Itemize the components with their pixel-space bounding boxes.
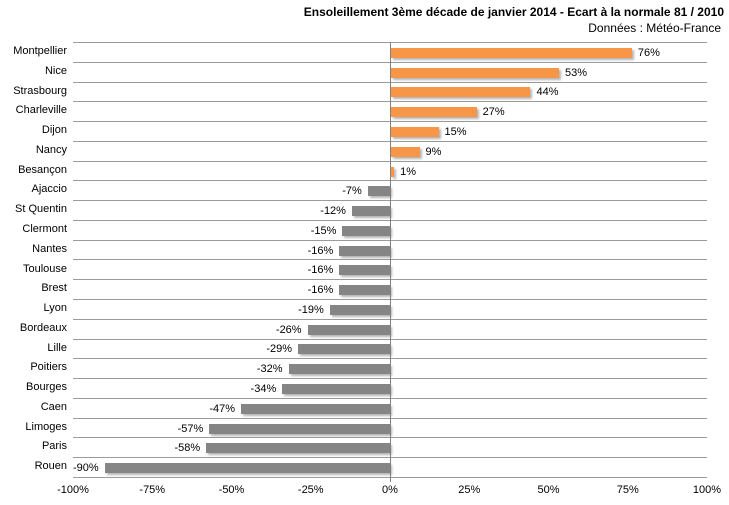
x-axis-tick-label: 0% xyxy=(382,484,398,496)
bar-montpellier xyxy=(391,47,632,58)
value-label: -16% xyxy=(307,244,334,257)
category-label: Ajaccio xyxy=(31,183,67,196)
bar-lille xyxy=(298,344,390,355)
bar-nantes xyxy=(339,245,390,256)
value-label: -16% xyxy=(307,284,334,297)
value-label: -58% xyxy=(174,442,201,455)
category-label: Toulouse xyxy=(22,262,67,275)
bar-nice xyxy=(391,67,559,78)
value-label: -12% xyxy=(320,205,346,218)
bar-charleville xyxy=(391,107,477,118)
category-label: Lyon xyxy=(43,302,67,315)
category-label: Nice xyxy=(44,64,67,77)
x-axis-tick-label: 100% xyxy=(692,484,722,496)
value-label: -26% xyxy=(275,323,302,336)
value-label: -29% xyxy=(266,343,293,356)
value-label: -7% xyxy=(342,185,362,198)
category-label: Bourges xyxy=(26,381,67,394)
bar-besançon xyxy=(391,166,395,177)
bar-bourges xyxy=(282,384,390,395)
chart-title: Ensoleillement 3ème décade de janvier 20… xyxy=(303,5,724,19)
category-label: Rouen xyxy=(34,460,67,473)
value-label: 1% xyxy=(400,165,417,178)
category-label: Brest xyxy=(41,282,67,295)
category-label: Montpellier xyxy=(13,45,67,57)
category-label: Caen xyxy=(40,400,67,413)
bar-nancy xyxy=(391,146,420,157)
category-label: Lille xyxy=(47,341,67,354)
x-axis-tick-label: 25% xyxy=(458,484,481,496)
bar-bordeaux xyxy=(307,324,390,335)
category-label: Nantes xyxy=(32,242,67,255)
x-axis-tick-label: -50% xyxy=(218,484,245,496)
value-label: 76% xyxy=(637,46,660,59)
bar-st-quentin xyxy=(351,206,390,217)
value-label: -32% xyxy=(256,363,283,376)
chart-subtitle: Données : Météo-France xyxy=(588,21,721,35)
category-label: Nancy xyxy=(35,143,67,156)
x-axis-tick-label: -100% xyxy=(57,484,89,496)
value-label: 9% xyxy=(425,145,442,158)
value-label: -15% xyxy=(310,224,337,237)
x-axis-tick-label: 50% xyxy=(537,484,560,496)
value-label: -57% xyxy=(177,422,204,435)
value-label: 27% xyxy=(482,106,505,119)
category-label: Clermont xyxy=(22,222,67,235)
bar-ajaccio xyxy=(367,186,390,197)
category-label: St Quentin xyxy=(15,203,67,216)
value-label: 44% xyxy=(536,86,559,99)
bar-paris xyxy=(206,443,390,454)
category-label: Strasbourg xyxy=(13,84,67,97)
x-axis-tick-label: -75% xyxy=(139,484,166,496)
value-label: -19% xyxy=(298,303,324,316)
category-label: Limoges xyxy=(25,420,67,433)
category-label: Charleville xyxy=(15,104,67,117)
value-label: -34% xyxy=(250,383,277,396)
category-label: Besançon xyxy=(18,163,67,176)
category-label: Poitiers xyxy=(30,361,67,374)
bar-dijon xyxy=(391,126,439,137)
value-label: 15% xyxy=(444,125,467,138)
bar-limoges xyxy=(209,423,390,434)
bar-clermont xyxy=(342,225,390,236)
category-label: Dijon xyxy=(41,124,67,137)
bar-strasbourg xyxy=(391,87,531,98)
bar-brest xyxy=(339,285,390,296)
category-label: Bordeaux xyxy=(19,321,67,334)
bar-lyon xyxy=(329,304,390,315)
bar-rouen xyxy=(104,463,390,474)
value-label: -47% xyxy=(209,402,236,415)
x-axis-tick-label: 75% xyxy=(616,484,639,496)
category-label: Paris xyxy=(41,440,67,453)
bar-poitiers xyxy=(288,364,390,375)
value-label: -90% xyxy=(73,462,99,475)
bar-caen xyxy=(241,403,390,414)
value-label: 53% xyxy=(565,66,588,79)
zero-axis-line xyxy=(390,42,391,482)
bar-toulouse xyxy=(339,265,390,276)
x-axis-tick-label: -25% xyxy=(297,484,324,496)
value-label: -16% xyxy=(307,264,334,277)
